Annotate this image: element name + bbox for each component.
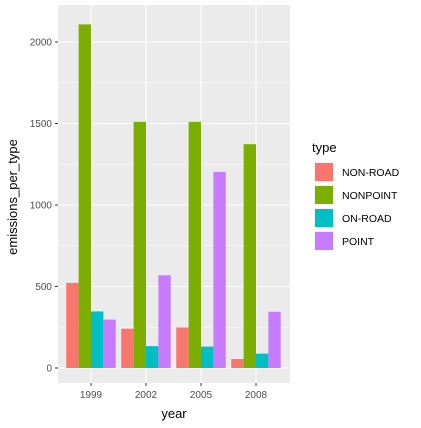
bar-nonpoint-1999 bbox=[78, 24, 91, 369]
x-tick-label: 2008 bbox=[245, 390, 268, 401]
bar-on-road-2005 bbox=[201, 346, 214, 368]
bar-on-road-2008 bbox=[256, 353, 269, 368]
y-axis-title: emissions_per_type bbox=[5, 139, 20, 255]
legend-swatch-nonpoint bbox=[315, 186, 333, 204]
bar-nonpoint-2005 bbox=[188, 121, 201, 369]
bar-point-1999 bbox=[103, 319, 116, 368]
legend-label-on-road: ON-ROAD bbox=[342, 213, 392, 225]
bar-non-road-1999 bbox=[66, 282, 79, 368]
bar-non-road-2005 bbox=[176, 327, 189, 368]
legend-title: type bbox=[312, 140, 337, 155]
bar-non-road-2008 bbox=[231, 359, 244, 368]
bar-nonpoint-2002 bbox=[133, 121, 146, 369]
legend-label-non-road: NON-ROAD bbox=[342, 167, 400, 179]
legend-label-nonpoint: NONPOINT bbox=[342, 190, 398, 202]
bar-non-road-2002 bbox=[121, 328, 134, 368]
bar-nonpoint-2008 bbox=[243, 144, 256, 368]
bar-point-2002 bbox=[158, 275, 171, 368]
y-tick-label: 0 bbox=[46, 364, 52, 375]
x-tick-label: 2002 bbox=[135, 390, 158, 401]
bar-point-2005 bbox=[213, 171, 226, 368]
bars bbox=[66, 24, 281, 369]
legend-swatch-non-road bbox=[315, 163, 333, 181]
y-axis: 0 500 1000 1500 2000 bbox=[30, 38, 58, 375]
y-tick-label: 1000 bbox=[30, 201, 53, 212]
legend-label-point: POINT bbox=[342, 236, 375, 248]
x-axis: 1999 2002 2005 2008 bbox=[80, 383, 268, 401]
legend-swatch-point bbox=[315, 232, 333, 250]
legend: NON-ROAD NONPOINT ON-ROAD POINT bbox=[314, 162, 400, 251]
bar-point-2008 bbox=[268, 311, 281, 368]
bar-on-road-2002 bbox=[146, 346, 159, 368]
y-tick-label: 500 bbox=[35, 282, 52, 293]
bar-on-road-1999 bbox=[91, 311, 104, 368]
y-tick-label: 2000 bbox=[30, 38, 53, 49]
y-tick-label: 1500 bbox=[30, 119, 53, 130]
x-tick-label: 1999 bbox=[80, 390, 103, 401]
x-axis-title: year bbox=[161, 406, 187, 421]
legend-swatch-on-road bbox=[315, 209, 333, 227]
x-tick-label: 2005 bbox=[190, 390, 213, 401]
